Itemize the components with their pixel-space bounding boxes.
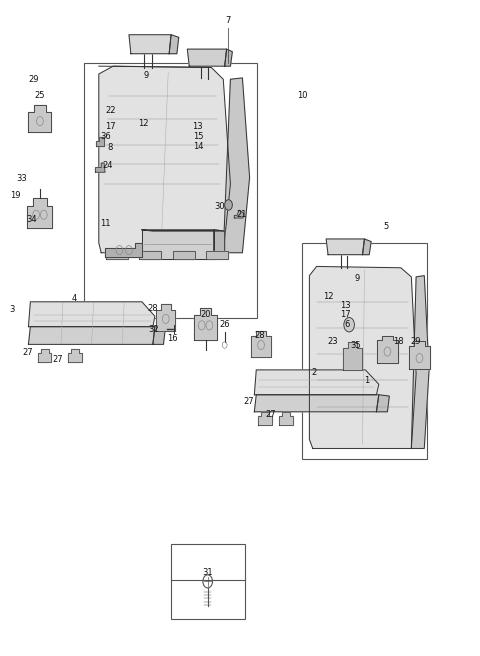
- Text: 14: 14: [193, 142, 204, 150]
- Polygon shape: [187, 49, 227, 66]
- Text: 30: 30: [214, 203, 225, 211]
- Polygon shape: [28, 302, 155, 327]
- Text: 27: 27: [265, 410, 276, 419]
- Polygon shape: [153, 327, 165, 344]
- Polygon shape: [223, 78, 250, 253]
- Polygon shape: [206, 251, 228, 259]
- Polygon shape: [326, 239, 364, 255]
- Text: 12: 12: [139, 119, 149, 129]
- Polygon shape: [376, 395, 389, 412]
- Text: 4: 4: [72, 294, 77, 303]
- Polygon shape: [173, 251, 194, 259]
- Polygon shape: [156, 304, 175, 331]
- Text: 6: 6: [344, 319, 350, 329]
- Text: 27: 27: [244, 397, 254, 406]
- Polygon shape: [142, 230, 225, 231]
- Polygon shape: [279, 412, 293, 425]
- Polygon shape: [411, 276, 429, 449]
- Polygon shape: [96, 163, 105, 173]
- Text: 33: 33: [16, 174, 27, 183]
- Text: 25: 25: [35, 91, 45, 100]
- Text: 28: 28: [147, 304, 157, 313]
- Polygon shape: [169, 35, 179, 54]
- Text: 10: 10: [298, 91, 308, 100]
- Polygon shape: [377, 336, 398, 363]
- Polygon shape: [362, 239, 371, 255]
- Polygon shape: [254, 395, 379, 412]
- Polygon shape: [28, 327, 155, 344]
- Polygon shape: [27, 197, 52, 228]
- Text: 12: 12: [323, 292, 333, 301]
- Text: 17: 17: [105, 122, 116, 131]
- Text: 9: 9: [144, 72, 149, 81]
- Polygon shape: [254, 370, 379, 395]
- Text: 5: 5: [384, 222, 389, 231]
- Polygon shape: [105, 243, 142, 257]
- Text: 18: 18: [393, 337, 404, 346]
- Text: 9: 9: [355, 274, 360, 283]
- Text: 27: 27: [52, 355, 63, 364]
- Text: 13: 13: [340, 301, 351, 310]
- Text: 29: 29: [28, 75, 38, 85]
- Text: 27: 27: [23, 348, 33, 358]
- Polygon shape: [252, 331, 271, 357]
- Circle shape: [225, 199, 232, 210]
- Text: 36: 36: [100, 132, 111, 140]
- Text: 24: 24: [103, 161, 113, 170]
- Text: 34: 34: [26, 215, 36, 224]
- Text: 20: 20: [201, 310, 211, 319]
- Text: 16: 16: [167, 334, 178, 343]
- Polygon shape: [99, 66, 230, 253]
- Polygon shape: [142, 230, 214, 259]
- Text: 28: 28: [254, 331, 265, 340]
- Polygon shape: [310, 266, 416, 449]
- Text: 22: 22: [105, 106, 116, 115]
- Text: 7: 7: [225, 16, 231, 25]
- Text: 11: 11: [100, 218, 111, 228]
- Text: 17: 17: [340, 310, 351, 319]
- Polygon shape: [258, 412, 272, 425]
- Polygon shape: [214, 230, 225, 259]
- Text: 8: 8: [108, 144, 113, 152]
- Text: 13: 13: [192, 122, 203, 131]
- Text: 2: 2: [312, 368, 317, 377]
- Text: 15: 15: [193, 132, 204, 140]
- Polygon shape: [38, 349, 51, 362]
- Text: 23: 23: [327, 337, 338, 346]
- Polygon shape: [106, 251, 128, 259]
- Polygon shape: [343, 342, 362, 370]
- Bar: [84, 63, 257, 318]
- Text: 29: 29: [410, 337, 420, 346]
- Text: 31: 31: [202, 567, 213, 577]
- Bar: [170, 544, 245, 619]
- Text: 32: 32: [148, 325, 158, 334]
- Bar: [302, 243, 427, 459]
- Polygon shape: [96, 137, 104, 146]
- Circle shape: [344, 318, 354, 332]
- Text: 21: 21: [236, 211, 247, 219]
- Polygon shape: [140, 251, 161, 259]
- Polygon shape: [225, 49, 232, 66]
- Polygon shape: [129, 35, 171, 54]
- Text: 19: 19: [10, 192, 21, 200]
- Polygon shape: [68, 349, 82, 362]
- Polygon shape: [194, 308, 217, 340]
- Text: 3: 3: [10, 305, 15, 314]
- Text: 35: 35: [350, 340, 360, 350]
- Polygon shape: [28, 106, 51, 132]
- Polygon shape: [409, 341, 430, 369]
- Text: 26: 26: [219, 320, 230, 329]
- Text: 1: 1: [364, 376, 370, 385]
- Polygon shape: [234, 210, 244, 218]
